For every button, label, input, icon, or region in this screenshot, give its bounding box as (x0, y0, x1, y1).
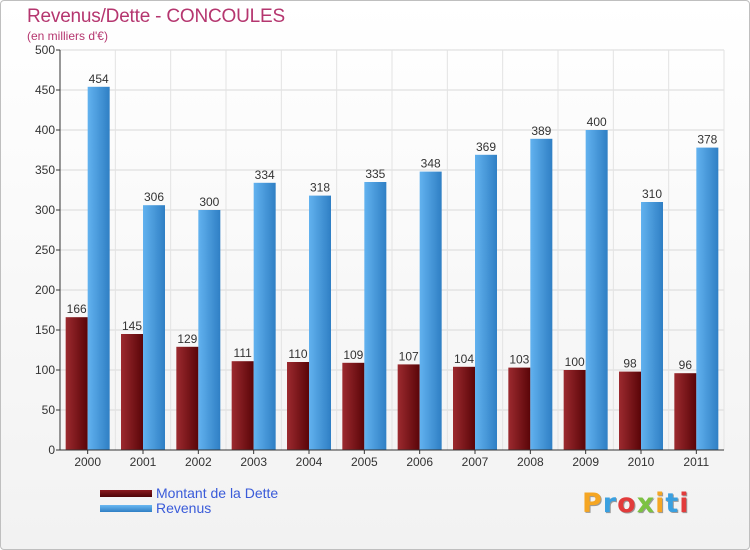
chart-subtitle: (en milliers d'€) (27, 29, 108, 43)
bar-debt (65, 317, 88, 450)
logo-letter: x (636, 488, 656, 519)
data-label-debt: 103 (509, 353, 529, 367)
bar-debt (176, 346, 199, 450)
legend-swatch-revenue (100, 505, 152, 512)
data-label-debt: 104 (454, 352, 474, 366)
y-tick-label: 350 (35, 163, 55, 177)
x-tick-label: 2007 (462, 455, 489, 469)
bar-revenue (585, 130, 608, 450)
bar-debt (121, 334, 143, 450)
y-tick-label: 150 (35, 323, 55, 337)
bar-revenue (198, 210, 221, 450)
y-tick-label: 250 (35, 243, 55, 257)
data-label-revenue: 335 (365, 167, 385, 181)
bar-debt (563, 370, 586, 450)
bar-debt (342, 362, 365, 450)
bar-debt (397, 364, 420, 450)
x-tick-label: 2002 (185, 455, 212, 469)
bar-debt (674, 373, 697, 450)
y-tick-label: 50 (42, 403, 56, 417)
data-label-debt: 98 (623, 357, 637, 371)
legend-swatch-debt (100, 490, 152, 497)
y-tick-label: 0 (48, 443, 55, 457)
proxiti-logo: Proxiti (582, 488, 690, 519)
chart-title: Revenus/Dette - CONCOULES (27, 6, 285, 27)
y-tick-label: 300 (35, 203, 55, 217)
y-tick-label: 450 (35, 83, 55, 97)
data-label-revenue: 310 (642, 187, 662, 201)
bar-revenue (696, 147, 719, 450)
bar-revenue (530, 138, 553, 451)
logo-letter: i (655, 488, 666, 519)
logo-letter: o (617, 488, 637, 519)
data-label-revenue: 389 (531, 124, 551, 138)
logo-letter: i (679, 488, 690, 519)
x-tick-label: 2005 (351, 455, 378, 469)
data-label-revenue: 378 (697, 133, 717, 147)
y-tick-label: 100 (35, 363, 55, 377)
y-tick-label: 200 (35, 283, 55, 297)
x-tick-label: 2000 (74, 455, 101, 469)
data-label-debt: 107 (399, 349, 419, 363)
x-tick-label: 2003 (240, 455, 267, 469)
bar-revenue (87, 86, 110, 451)
x-tick-label: 2004 (296, 455, 323, 469)
bar-debt (287, 362, 309, 450)
x-tick-label: 2010 (628, 455, 655, 469)
x-tick-label: 2001 (130, 455, 157, 469)
bar-debt (231, 361, 254, 450)
bar-revenue (253, 182, 276, 451)
bar-debt (508, 367, 531, 450)
x-tick-label: 2006 (406, 455, 433, 469)
data-label-debt: 96 (679, 358, 693, 372)
y-tick-label: 400 (35, 123, 55, 137)
bar-revenue (364, 182, 387, 450)
data-label-debt: 145 (122, 319, 142, 333)
data-label-revenue: 300 (199, 195, 219, 209)
bar-debt (619, 371, 641, 450)
data-label-debt: 109 (343, 348, 363, 362)
y-tick-label: 500 (35, 43, 55, 57)
data-label-revenue: 400 (587, 115, 607, 129)
logo-letter: t (665, 488, 680, 519)
data-label-revenue: 334 (255, 168, 275, 182)
bar-debt (453, 366, 475, 450)
data-label-debt: 129 (177, 332, 197, 346)
data-label-revenue: 348 (421, 157, 441, 171)
data-label-debt: 166 (67, 302, 87, 316)
logo-letter: P (582, 488, 603, 519)
bar-revenue (309, 195, 331, 450)
x-tick-label: 2009 (572, 455, 599, 469)
data-label-revenue: 306 (144, 190, 164, 204)
x-tick-label: 2008 (517, 455, 544, 469)
logo-letter: r (602, 488, 618, 519)
bar-revenue (143, 205, 165, 450)
data-label-revenue: 318 (310, 181, 330, 195)
x-tick-label: 2011 (683, 455, 709, 469)
bar-revenue (641, 202, 663, 450)
data-label-revenue: 454 (89, 72, 109, 86)
legend-label-revenue: Revenus (156, 500, 212, 516)
data-label-debt: 110 (288, 347, 307, 361)
data-label-revenue: 369 (476, 140, 496, 154)
data-label-debt: 100 (565, 355, 585, 369)
bar-revenue (475, 154, 497, 451)
data-label-debt: 111 (234, 346, 253, 360)
legend-label-debt: Montant de la Dette (156, 485, 279, 501)
bar-revenue (419, 171, 442, 450)
